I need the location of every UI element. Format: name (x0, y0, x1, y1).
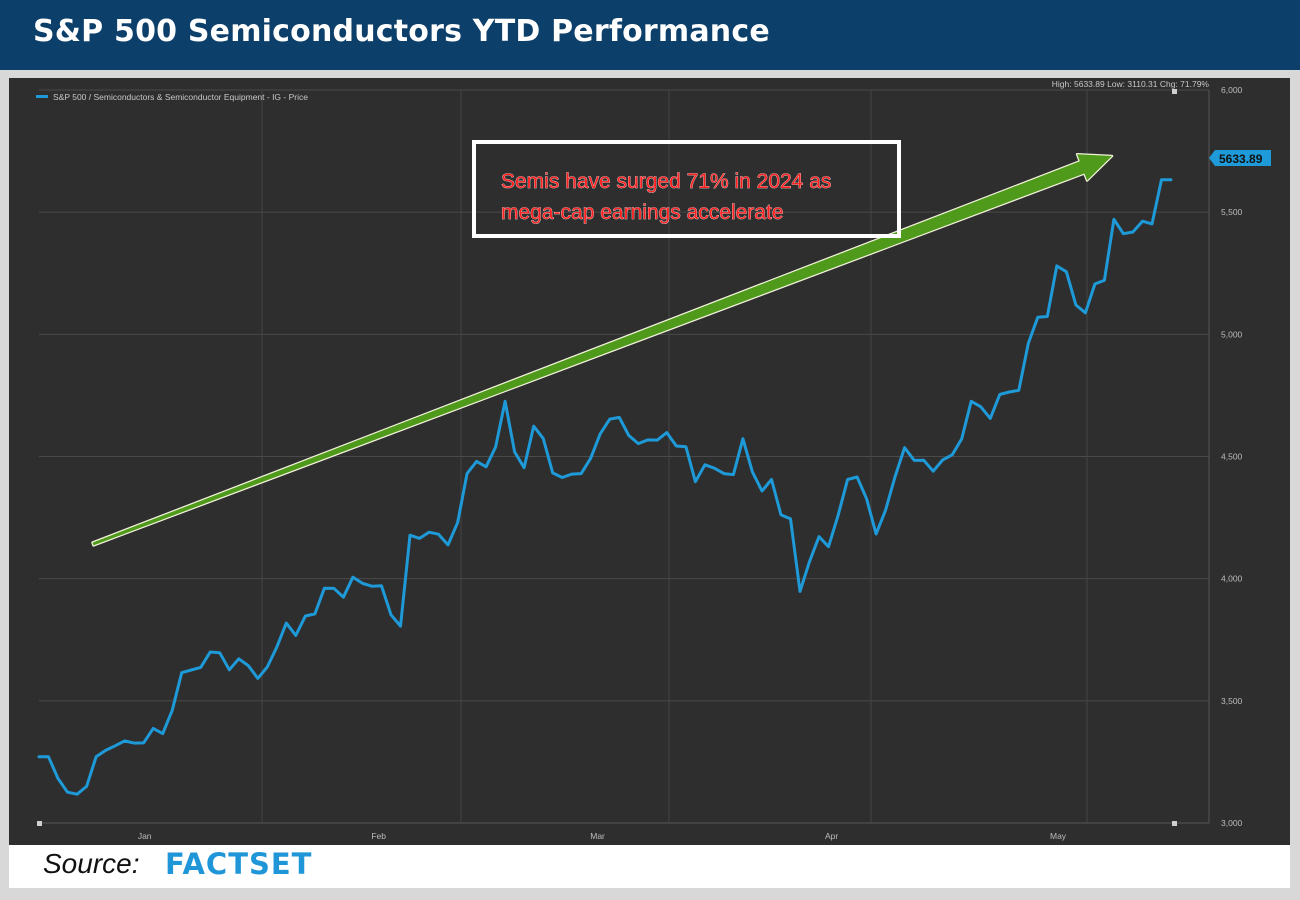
last-value-badge: 5633.89 (1209, 150, 1271, 166)
corner-marker (1172, 89, 1177, 94)
x-tick-label: Apr (825, 831, 838, 841)
chart-area: 6,000 5,500 5,000 4,500 4,000 3,500 3,000 Jan F… (9, 78, 1290, 845)
y-axis-labels: 6,000 5,500 5,000 4,500 4,000 3,500 3,000 (1221, 85, 1243, 828)
y-tick-label: 5,500 (1221, 207, 1243, 217)
annotation-line-2: mega-cap earnings accelerate (501, 201, 784, 224)
annotation-line-1: Semis have surged 71% in 2024 as (501, 170, 831, 193)
page-title: S&P 500 Semiconductors YTD Performance (33, 14, 770, 49)
header-bar: S&P 500 Semiconductors YTD Performance (0, 0, 1300, 70)
x-tick-label: Jan (138, 831, 152, 841)
corner-marker (37, 821, 42, 826)
x-tick-label: Feb (371, 831, 386, 841)
grid-lines (39, 89, 1210, 824)
legend: S&P 500 / Semiconductors & Semiconductor… (36, 92, 308, 102)
corner-marker (1172, 821, 1177, 826)
y-tick-label: 4,500 (1221, 452, 1243, 462)
trend-arrow-fill (92, 154, 1112, 546)
annotation-box: Semis have surged 71% in 2024 as mega-ca… (472, 140, 901, 238)
line-chart: 6,000 5,500 5,000 4,500 4,000 3,500 3,000 Jan F… (36, 79, 1271, 841)
y-tick-label: 5,000 (1221, 329, 1243, 339)
trend-arrow (91, 153, 1114, 547)
y-tick-label: 6,000 (1221, 85, 1243, 95)
x-tick-label: May (1050, 831, 1067, 841)
last-value-label: 5633.89 (1219, 152, 1263, 166)
y-tick-label: 4,000 (1221, 574, 1243, 584)
y-tick-label: 3,500 (1221, 696, 1243, 706)
legend-label: S&P 500 / Semiconductors & Semiconductor… (53, 92, 308, 102)
source-footer: Source: FACTSET (9, 845, 1290, 888)
x-axis-labels: Jan Feb Mar Apr May (138, 831, 1067, 841)
source-label: Source: (43, 848, 140, 879)
y-tick-label: 3,000 (1221, 818, 1243, 828)
series-line-semiconductors (37, 178, 1173, 796)
factset-logo: FACTSET (165, 847, 313, 881)
chart-stats: High: 5633.89 Low: 3110.31 Chg: 71.79% (1052, 79, 1210, 89)
x-tick-label: Mar (590, 831, 605, 841)
legend-swatch (36, 95, 48, 98)
